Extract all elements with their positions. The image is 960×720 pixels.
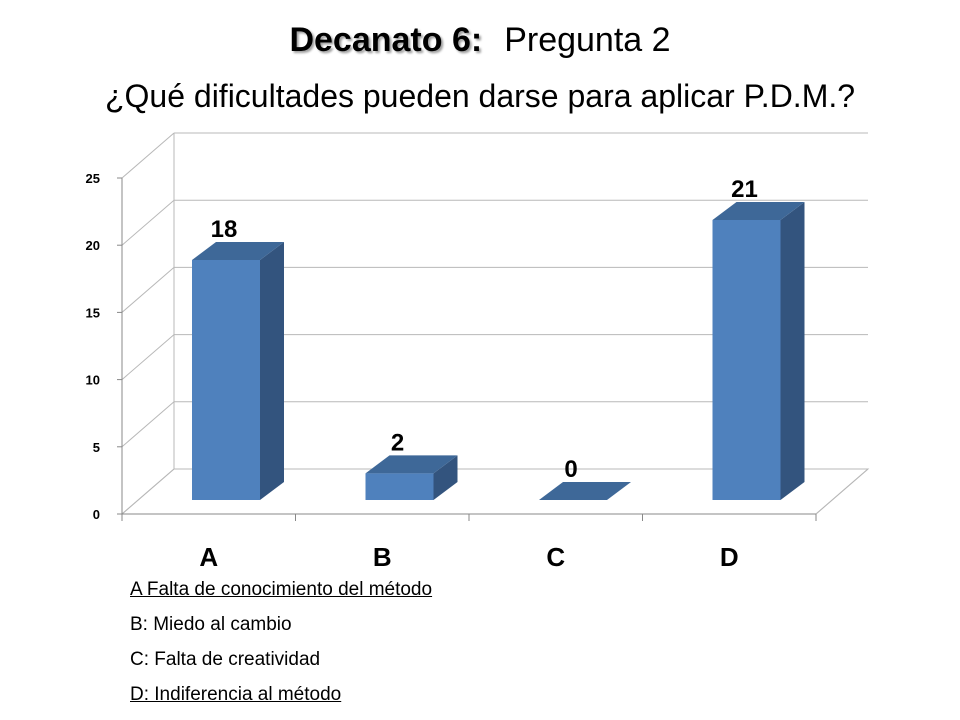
- bar-top: [712, 202, 805, 220]
- bar: [365, 473, 434, 500]
- bar-top: [192, 242, 284, 260]
- title-rest: Pregunta 2: [504, 21, 671, 59]
- legend-item-b: B: Miedo al cambio: [130, 614, 292, 635]
- data-label: 0: [564, 456, 577, 483]
- page-title: Decanato 6: Pregunta 2: [0, 18, 960, 62]
- floor-edge: [815, 468, 869, 515]
- legend-item-a: A Falta de conocimiento del método: [130, 579, 433, 600]
- title-bold: Decanato 6:: [289, 21, 483, 59]
- bar: [192, 260, 260, 500]
- y-tick-label: 25: [86, 171, 100, 186]
- legend-item-c: C: Falta de creatividad: [130, 649, 321, 670]
- bar-top: [365, 455, 458, 474]
- page-subtitle: ¿Qué dificultades pueden darse para apli…: [104, 78, 856, 114]
- gridline-side: [121, 132, 175, 179]
- category-label: D: [720, 542, 739, 572]
- data-label: 18: [211, 216, 238, 243]
- category-label: B: [373, 542, 392, 572]
- y-tick-label: 15: [86, 305, 100, 320]
- back-wall: [174, 133, 868, 469]
- gridline-side: [121, 468, 175, 515]
- category-label: A: [199, 542, 218, 572]
- data-label: 2: [391, 429, 404, 456]
- bar: [712, 220, 781, 500]
- y-tick-label: 10: [86, 373, 100, 388]
- gridline-side: [121, 199, 175, 246]
- bar-side: [780, 202, 805, 500]
- bar-side: [433, 455, 458, 500]
- bar-top: [539, 482, 631, 500]
- category-legend: A Falta de conocimiento del método B: Mi…: [130, 572, 432, 712]
- data-label: 21: [731, 176, 758, 203]
- legend-item-d: D: Indiferencia al método: [130, 684, 342, 705]
- gridline-side: [121, 401, 175, 448]
- y-tick-label: 0: [93, 507, 100, 522]
- bar-side: [260, 242, 284, 500]
- gridline-side: [121, 267, 175, 313]
- y-tick-label: 20: [86, 238, 100, 253]
- gridline-side: [121, 334, 175, 380]
- category-label: C: [546, 542, 565, 572]
- y-tick-label: 5: [93, 440, 100, 455]
